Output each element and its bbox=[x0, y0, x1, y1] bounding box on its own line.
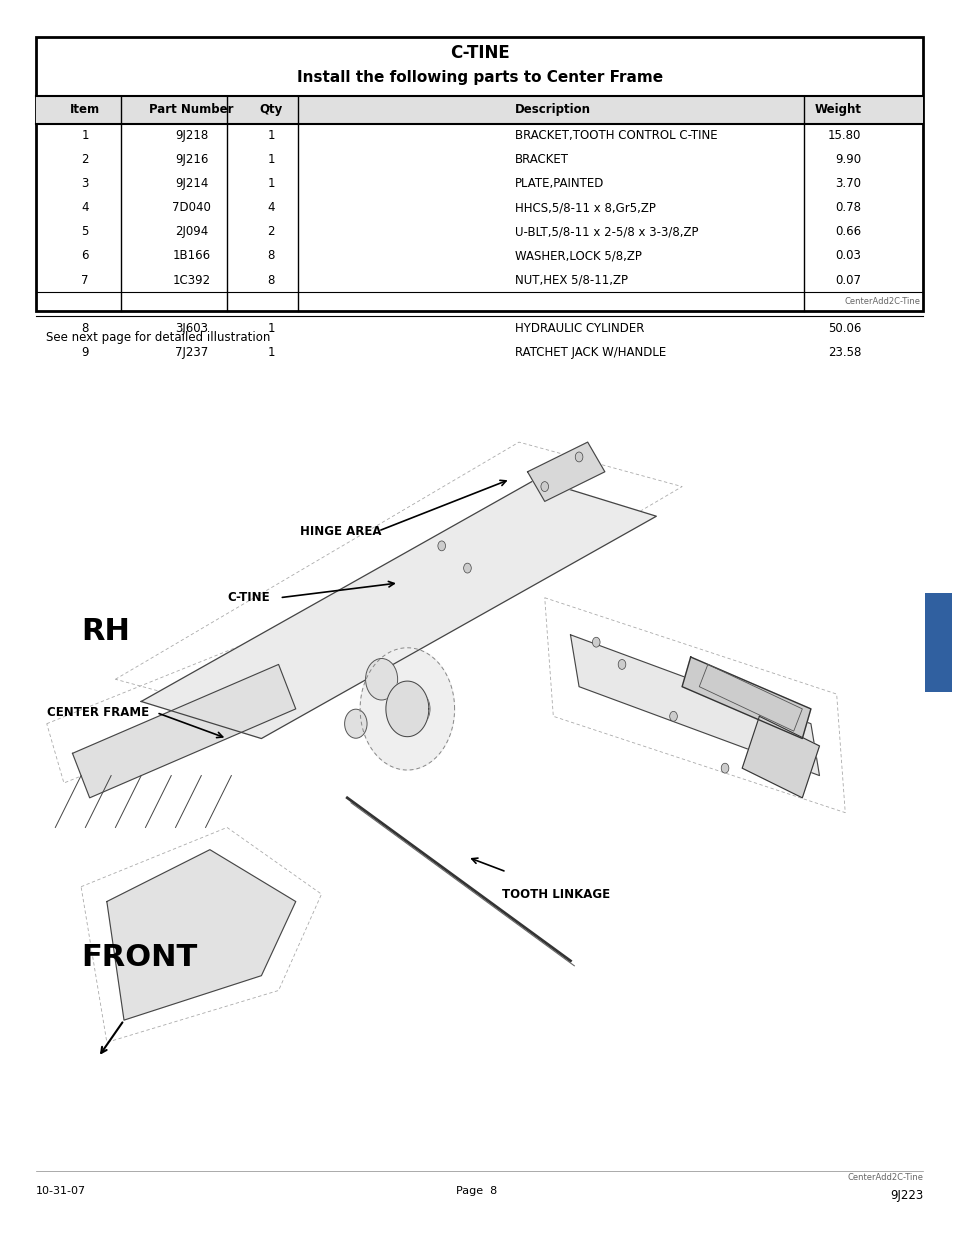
Text: 9: 9 bbox=[81, 346, 89, 359]
Polygon shape bbox=[570, 635, 819, 776]
Polygon shape bbox=[141, 479, 656, 739]
Text: 50.06: 50.06 bbox=[827, 321, 861, 335]
Text: 1: 1 bbox=[268, 346, 274, 359]
Text: 10-31-07: 10-31-07 bbox=[36, 1186, 87, 1195]
Text: 6: 6 bbox=[81, 249, 89, 263]
Text: Part Number: Part Number bbox=[149, 104, 233, 116]
Polygon shape bbox=[386, 682, 429, 736]
Text: 3: 3 bbox=[81, 177, 89, 190]
Text: 0.66: 0.66 bbox=[835, 225, 861, 238]
Circle shape bbox=[463, 563, 471, 573]
Text: 0.03: 0.03 bbox=[835, 249, 861, 263]
Text: 3.70: 3.70 bbox=[835, 177, 861, 190]
Text: BRACKET: BRACKET bbox=[515, 153, 569, 167]
Text: Weight: Weight bbox=[814, 104, 861, 116]
Text: FRONT: FRONT bbox=[81, 942, 197, 972]
Text: 2J094: 2J094 bbox=[174, 225, 208, 238]
Text: 9J216: 9J216 bbox=[174, 153, 208, 167]
Circle shape bbox=[575, 452, 582, 462]
Text: 8: 8 bbox=[81, 321, 89, 335]
Polygon shape bbox=[527, 442, 604, 501]
Text: 2: 2 bbox=[268, 225, 274, 238]
Text: 1: 1 bbox=[268, 153, 274, 167]
Circle shape bbox=[365, 658, 397, 700]
Circle shape bbox=[540, 482, 548, 492]
Text: HINGE AREA: HINGE AREA bbox=[299, 525, 381, 537]
Circle shape bbox=[720, 763, 728, 773]
Polygon shape bbox=[360, 648, 454, 769]
Text: Page  8: Page 8 bbox=[456, 1186, 497, 1195]
Text: 9J223: 9J223 bbox=[889, 1189, 923, 1203]
Text: CenterAdd2C-Tine: CenterAdd2C-Tine bbox=[846, 1173, 923, 1182]
Text: PLATE,PAINTED: PLATE,PAINTED bbox=[515, 177, 604, 190]
Polygon shape bbox=[741, 716, 819, 798]
Text: 4: 4 bbox=[81, 201, 89, 215]
Text: 9J218: 9J218 bbox=[174, 128, 208, 142]
Text: CENTER FRAME: CENTER FRAME bbox=[47, 706, 149, 719]
Text: RATCHET JACK W/HANDLE: RATCHET JACK W/HANDLE bbox=[515, 346, 666, 359]
Text: 9.90: 9.90 bbox=[835, 153, 861, 167]
Text: See next page for detailed illustration: See next page for detailed illustration bbox=[46, 331, 270, 345]
Text: CenterAdd2C-Tine: CenterAdd2C-Tine bbox=[843, 298, 920, 306]
Text: 0.78: 0.78 bbox=[835, 201, 861, 215]
Text: 8: 8 bbox=[268, 249, 274, 263]
Text: 3J603: 3J603 bbox=[174, 321, 208, 335]
Text: TOOTH LINKAGE: TOOTH LINKAGE bbox=[501, 888, 609, 900]
Text: 1: 1 bbox=[268, 177, 274, 190]
Text: 5: 5 bbox=[81, 225, 89, 238]
Text: 0.07: 0.07 bbox=[835, 273, 861, 287]
Text: RH: RH bbox=[81, 616, 130, 646]
Text: Description: Description bbox=[515, 104, 591, 116]
Text: WASHER,LOCK 5/8,ZP: WASHER,LOCK 5/8,ZP bbox=[515, 249, 641, 263]
Text: 1: 1 bbox=[268, 128, 274, 142]
Circle shape bbox=[669, 711, 677, 721]
Text: 4: 4 bbox=[268, 201, 274, 215]
Bar bbox=[36, 37, 923, 311]
Polygon shape bbox=[107, 850, 295, 1020]
Text: U-BLT,5/8-11 x 2-5/8 x 3-3/8,ZP: U-BLT,5/8-11 x 2-5/8 x 3-3/8,ZP bbox=[515, 225, 699, 238]
Text: Install the following parts to Center Frame: Install the following parts to Center Fr… bbox=[296, 70, 662, 85]
Text: 8: 8 bbox=[268, 273, 274, 287]
Text: Item: Item bbox=[70, 104, 100, 116]
Circle shape bbox=[344, 709, 367, 739]
Circle shape bbox=[437, 541, 445, 551]
Text: 9J214: 9J214 bbox=[174, 177, 208, 190]
Text: HYDRAULIC CYLINDER: HYDRAULIC CYLINDER bbox=[515, 321, 644, 335]
Text: 15.80: 15.80 bbox=[827, 128, 861, 142]
Circle shape bbox=[401, 690, 430, 727]
Text: 7J237: 7J237 bbox=[174, 346, 208, 359]
Text: 1B166: 1B166 bbox=[172, 249, 211, 263]
Text: 1C392: 1C392 bbox=[172, 273, 211, 287]
Text: NUT,HEX 5/8-11,ZP: NUT,HEX 5/8-11,ZP bbox=[515, 273, 628, 287]
Text: 1: 1 bbox=[268, 321, 274, 335]
Circle shape bbox=[592, 637, 599, 647]
Text: HHCS,5/8-11 x 8,Gr5,ZP: HHCS,5/8-11 x 8,Gr5,ZP bbox=[515, 201, 656, 215]
Text: 2: 2 bbox=[81, 153, 89, 167]
Text: 1: 1 bbox=[81, 128, 89, 142]
Text: 7D040: 7D040 bbox=[172, 201, 211, 215]
Text: C-TINE: C-TINE bbox=[227, 592, 270, 604]
Bar bbox=[924, 593, 951, 692]
Polygon shape bbox=[681, 657, 810, 739]
Bar bbox=[36, 96, 923, 124]
Polygon shape bbox=[72, 664, 295, 798]
Text: BRACKET,TOOTH CONTROL C-TINE: BRACKET,TOOTH CONTROL C-TINE bbox=[515, 128, 718, 142]
Text: 7: 7 bbox=[81, 273, 89, 287]
Text: 23.58: 23.58 bbox=[827, 346, 861, 359]
Circle shape bbox=[618, 659, 625, 669]
Text: Qty: Qty bbox=[259, 104, 283, 116]
Text: C-TINE: C-TINE bbox=[450, 44, 509, 62]
